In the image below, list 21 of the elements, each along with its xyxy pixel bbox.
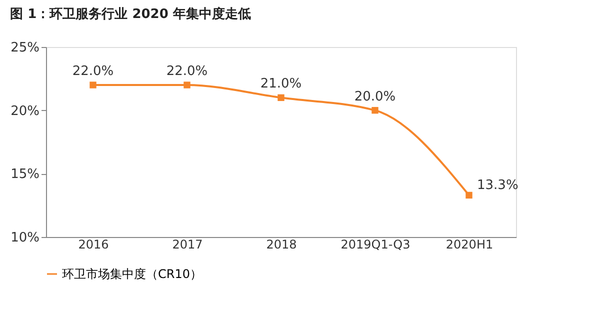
data-label: 13.3% (477, 178, 518, 194)
y-tick-label: 25% (10, 40, 40, 56)
x-tick-label: 2016 (78, 238, 109, 252)
legend-label: 环卫市场集中度（CR10） (62, 267, 202, 281)
point (90, 82, 96, 88)
point (466, 192, 472, 199)
point (184, 82, 190, 88)
point (372, 106, 378, 114)
data-label: 22.0% (166, 64, 208, 79)
x-tick-label: 2018 (266, 238, 297, 252)
y-tick-label: 10% (10, 230, 40, 246)
x-tick-label: 2017 (172, 238, 203, 252)
x-tick-label: 2020H1 (446, 238, 494, 252)
chart-title: 图 1：环卫服务行业 2020 年集中度走低 (10, 6, 251, 22)
y-tick-label: 15% (10, 167, 40, 182)
x-tick-label: 2019Q1-Q3 (340, 238, 410, 252)
data-label: 20.0% (354, 89, 396, 104)
y-tick-label: 20% (10, 104, 40, 119)
data-label: 21.0% (260, 76, 302, 92)
data-label: 22.0% (72, 64, 114, 79)
point (278, 94, 284, 102)
